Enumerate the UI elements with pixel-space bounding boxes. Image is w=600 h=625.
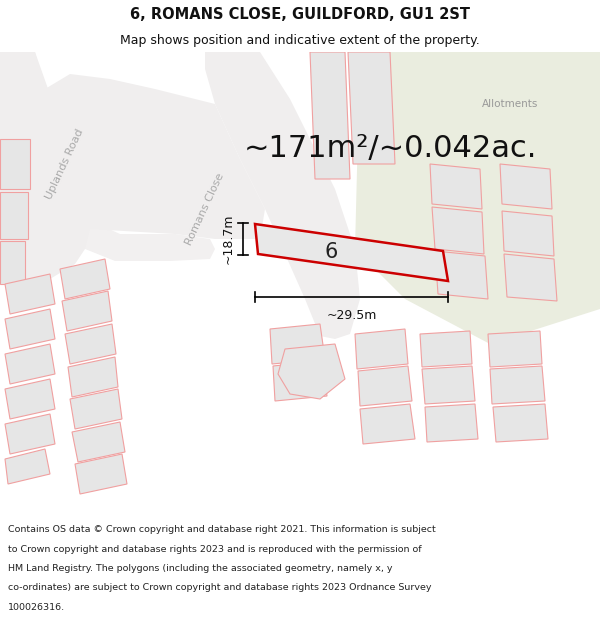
Text: Contains OS data © Crown copyright and database right 2021. This information is : Contains OS data © Crown copyright and d… [8, 526, 436, 534]
Polygon shape [432, 207, 484, 254]
Polygon shape [422, 366, 475, 404]
Text: 6: 6 [325, 242, 338, 262]
Polygon shape [5, 449, 50, 484]
Polygon shape [420, 331, 472, 367]
Polygon shape [488, 331, 542, 367]
Polygon shape [360, 404, 415, 444]
Polygon shape [435, 251, 488, 299]
Polygon shape [68, 357, 118, 397]
Polygon shape [0, 241, 25, 284]
Polygon shape [493, 404, 548, 442]
Polygon shape [490, 366, 545, 404]
Polygon shape [5, 309, 55, 349]
Polygon shape [255, 224, 448, 281]
Polygon shape [500, 164, 552, 209]
Text: Romans Close: Romans Close [184, 171, 226, 247]
Text: HM Land Registry. The polygons (including the associated geometry, namely x, y: HM Land Registry. The polygons (includin… [8, 564, 392, 573]
Polygon shape [273, 361, 327, 401]
Text: 6, ROMANS CLOSE, GUILDFORD, GU1 2ST: 6, ROMANS CLOSE, GUILDFORD, GU1 2ST [130, 7, 470, 22]
Polygon shape [278, 344, 345, 399]
Polygon shape [0, 52, 90, 284]
Polygon shape [0, 52, 215, 261]
Polygon shape [5, 414, 55, 454]
Polygon shape [5, 274, 55, 314]
Polygon shape [355, 329, 408, 369]
Text: Map shows position and indicative extent of the property.: Map shows position and indicative extent… [120, 34, 480, 47]
Text: ~171m²/~0.042ac.: ~171m²/~0.042ac. [244, 134, 536, 164]
Polygon shape [310, 52, 350, 179]
Polygon shape [45, 74, 265, 239]
Polygon shape [75, 454, 127, 494]
Polygon shape [62, 291, 112, 331]
Text: Allotments: Allotments [482, 99, 538, 109]
Text: Uplands Road: Uplands Road [44, 127, 86, 201]
Polygon shape [502, 211, 554, 256]
Polygon shape [0, 139, 30, 189]
Polygon shape [358, 366, 412, 406]
Text: co-ordinates) are subject to Crown copyright and database rights 2023 Ordnance S: co-ordinates) are subject to Crown copyr… [8, 583, 431, 592]
Text: to Crown copyright and database rights 2023 and is reproduced with the permissio: to Crown copyright and database rights 2… [8, 544, 421, 554]
Polygon shape [504, 254, 557, 301]
Polygon shape [5, 344, 55, 384]
Polygon shape [70, 389, 122, 429]
Polygon shape [0, 192, 28, 239]
Text: ~29.5m: ~29.5m [326, 309, 377, 322]
Text: ~18.7m: ~18.7m [222, 214, 235, 264]
Text: 100026316.: 100026316. [8, 602, 65, 611]
Polygon shape [5, 379, 55, 419]
Polygon shape [205, 52, 360, 339]
Polygon shape [65, 324, 116, 364]
Polygon shape [430, 164, 482, 209]
Polygon shape [60, 259, 110, 299]
Polygon shape [355, 52, 600, 344]
Polygon shape [270, 324, 325, 364]
Polygon shape [72, 422, 125, 462]
Polygon shape [348, 52, 395, 164]
Polygon shape [425, 404, 478, 442]
